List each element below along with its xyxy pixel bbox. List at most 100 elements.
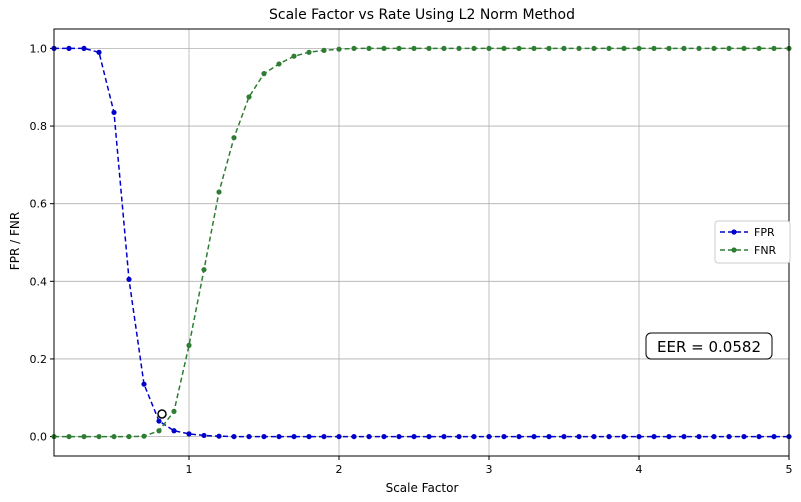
data-point-fnr [291, 53, 297, 59]
series-line-fnr [54, 47, 789, 438]
data-point-fpr [696, 433, 702, 440]
data-point-fpr [336, 433, 342, 440]
data-point-fnr [471, 45, 477, 52]
data-point-fnr [726, 45, 732, 52]
data-point-fnr [636, 45, 642, 52]
data-point-fpr [651, 433, 657, 440]
data-point-fnr [486, 45, 492, 52]
data-point-fpr [141, 381, 147, 387]
data-point-fnr [321, 47, 327, 53]
data-point-fnr [201, 267, 207, 273]
chart-title: Scale Factor vs Rate Using L2 Norm Metho… [269, 7, 575, 23]
y-tick-label: 0.2 [30, 353, 48, 366]
data-point-fnr [651, 45, 657, 52]
plot-frame [53, 28, 790, 457]
data-point-fpr [261, 433, 267, 440]
data-point-fnr [441, 45, 447, 52]
data-point-fpr [531, 433, 537, 440]
data-point-fnr [696, 45, 702, 52]
data-point-fpr [321, 433, 327, 440]
data-point-fpr [471, 433, 477, 440]
eer-marker [157, 409, 167, 419]
eer-annotation-text: EER = 0.0582 [657, 338, 761, 356]
data-point-fpr [576, 433, 582, 440]
data-point-fnr [81, 433, 87, 440]
data-point-fnr [66, 433, 72, 440]
data-point-fnr [711, 45, 717, 52]
data-point-fnr [141, 433, 147, 439]
data-point-fnr [411, 45, 417, 52]
data-point-fpr [156, 418, 162, 424]
data-point-fpr [441, 433, 447, 440]
data-point-fnr [96, 433, 102, 440]
data-point-fpr [396, 433, 402, 440]
data-point-fnr [276, 61, 282, 67]
grid-lines [54, 29, 790, 456]
y-tick-label: 0.6 [30, 198, 48, 211]
data-point-fnr [231, 135, 237, 141]
y-tick-label: 0.4 [30, 275, 48, 288]
y-tick-label: 0.0 [30, 431, 48, 444]
data-point-fpr [666, 433, 672, 440]
data-point-fnr [351, 45, 357, 52]
data-point-fnr [111, 433, 117, 440]
data-point-fpr [201, 432, 207, 439]
data-point-fnr [501, 45, 507, 52]
x-tick-label: 4 [636, 463, 643, 476]
data-point-fpr [111, 109, 117, 116]
data-point-fpr [591, 433, 597, 440]
data-point-fpr [66, 45, 72, 52]
data-point-fnr [561, 45, 567, 52]
data-point-fpr [561, 433, 567, 440]
data-point-fpr [486, 433, 492, 440]
data-point-fpr [411, 433, 417, 440]
data-point-fpr [96, 49, 102, 55]
data-point-fnr [261, 71, 267, 77]
data-point-fnr [246, 94, 252, 100]
data-point-fpr [306, 433, 312, 440]
data-point-fpr [771, 433, 777, 440]
data-point-fpr [381, 433, 387, 440]
axis-ticks: 1 2 3 4 5 0.0 0.2 0.4 0.6 0.8 1.0 [30, 42, 793, 476]
data-point-fpr [291, 433, 297, 440]
data-point-fpr [246, 433, 252, 440]
data-point-fpr [186, 431, 192, 437]
data-point-fnr [591, 45, 597, 52]
x-tick-label: 3 [486, 463, 493, 476]
legend-fnr-marker [731, 247, 737, 253]
data-point-fpr [741, 433, 747, 440]
data-point-fpr [216, 433, 222, 439]
data-point-fnr [741, 45, 747, 52]
legend-fpr-marker [731, 229, 737, 235]
data-point-fpr [546, 433, 552, 440]
series-layer [51, 45, 792, 440]
data-point-fpr [276, 433, 282, 440]
data-point-fpr [351, 433, 357, 440]
y-tick-label: 1.0 [30, 42, 48, 55]
data-point-fnr [666, 45, 672, 52]
data-point-fpr [636, 433, 642, 440]
data-point-fnr [156, 428, 162, 434]
data-point-fnr [216, 189, 222, 195]
x-tick-label: 5 [786, 463, 793, 476]
data-point-fpr [516, 433, 522, 440]
data-point-fpr [501, 433, 507, 440]
data-point-fpr [711, 433, 717, 440]
data-point-fnr [681, 45, 687, 52]
eer-annotation-box [645, 332, 773, 360]
x-axis-label: Scale Factor [386, 481, 459, 495]
data-point-fnr [426, 45, 432, 52]
data-point-fpr [126, 276, 132, 282]
data-point-fpr [681, 433, 687, 440]
data-point-fpr [231, 433, 237, 440]
legend-fpr-label: FPR [754, 226, 775, 239]
legend-fnr-label: FNR [754, 244, 777, 257]
legend: FPR FNR [714, 220, 791, 264]
eer-marker-layer [157, 409, 167, 419]
data-point-fnr [366, 45, 372, 52]
data-point-fpr [726, 433, 732, 440]
data-point-fnr [771, 45, 777, 52]
data-point-fnr [546, 45, 552, 52]
data-point-fpr [426, 433, 432, 440]
data-point-fnr [306, 49, 312, 55]
